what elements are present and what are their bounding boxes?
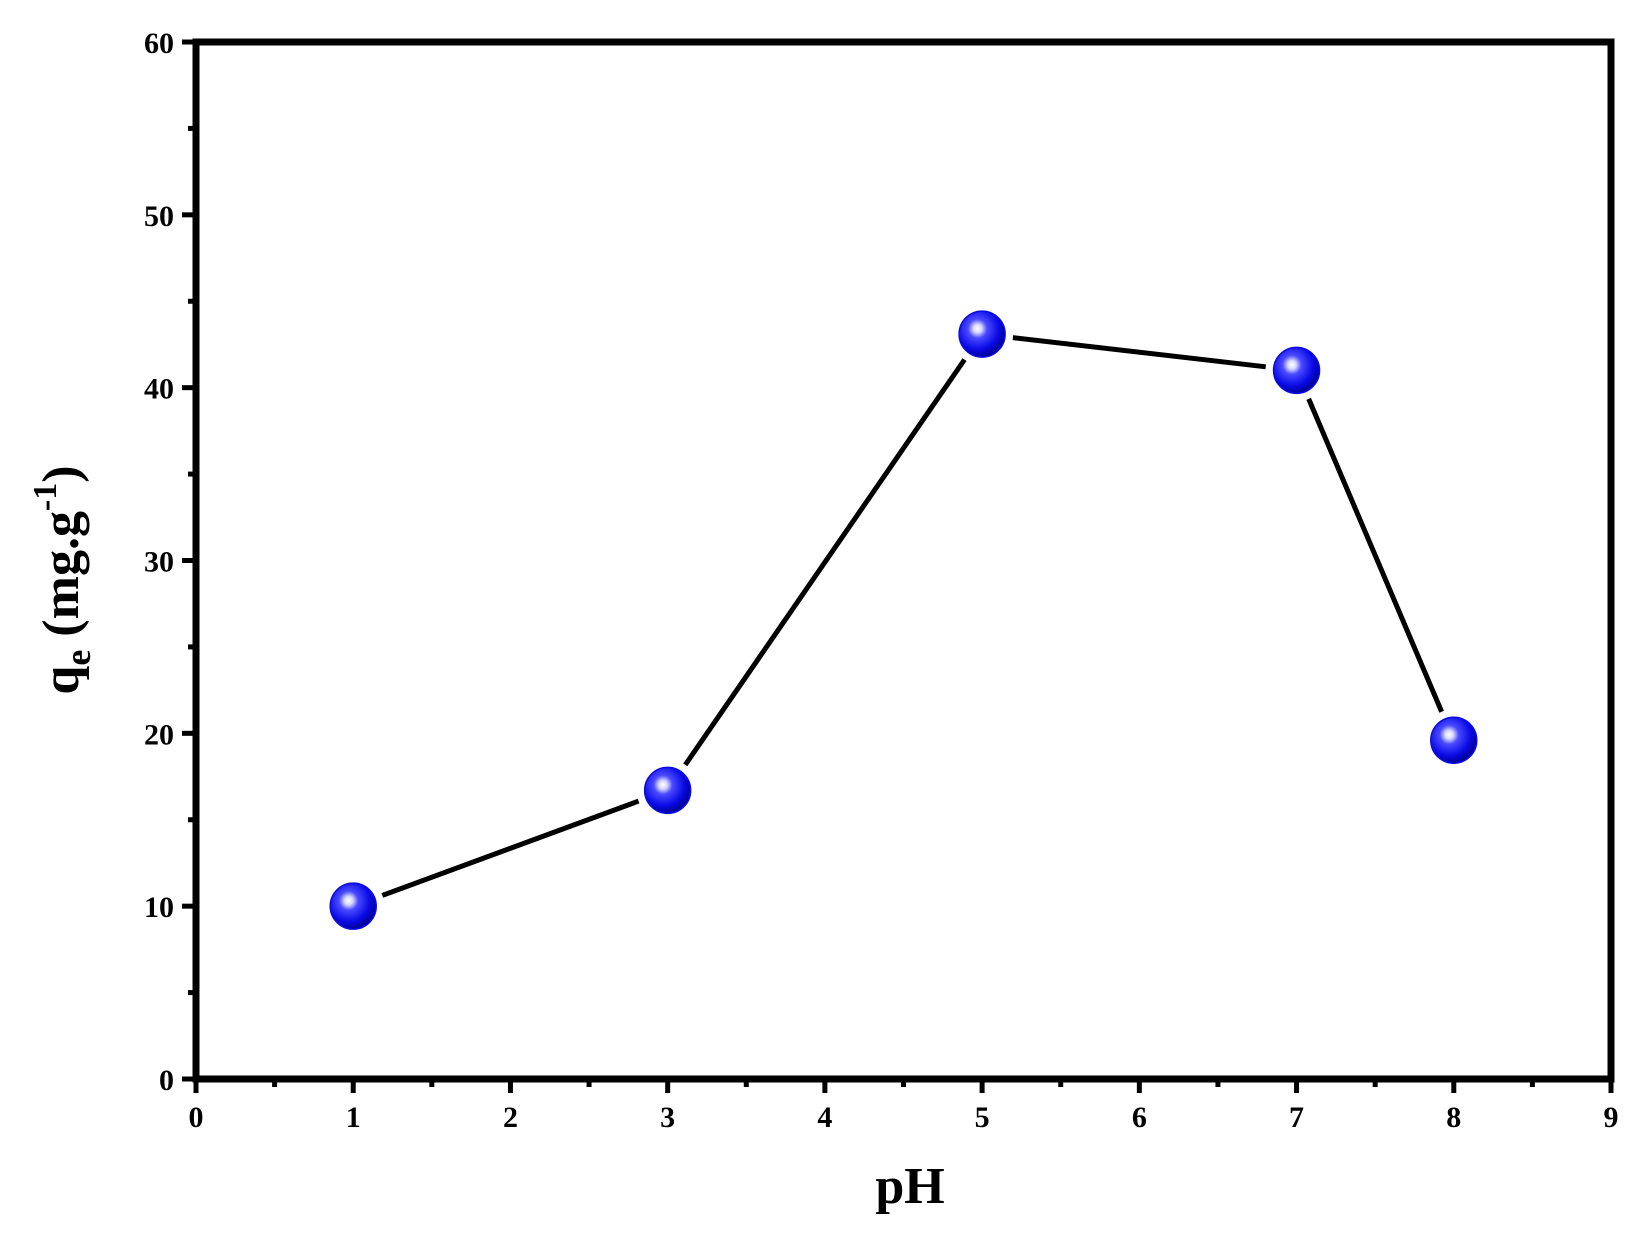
data-point-marker <box>329 882 377 930</box>
x-tick-label: 1 <box>346 1101 361 1134</box>
y-tick-label: 0 <box>159 1064 174 1097</box>
data-point-marker <box>1430 716 1478 764</box>
y-tick-label: 10 <box>144 891 174 924</box>
data-point-marker <box>1272 346 1321 395</box>
y-tick-label: 40 <box>144 373 174 406</box>
y-axis-title: qe (mg.g-1) <box>27 465 98 694</box>
y-axis-title-units-close: ) <box>33 465 90 482</box>
x-tick-label: 8 <box>1446 1101 1461 1134</box>
x-tick-label: 6 <box>1132 1101 1147 1134</box>
y-tick-label: 60 <box>144 27 174 60</box>
x-tick-label: 7 <box>1289 1101 1304 1134</box>
x-axis-title: pH <box>875 1158 944 1215</box>
y-tick-label: 30 <box>144 546 174 579</box>
y-axis-title-subscript: e <box>58 650 98 666</box>
y-axis-title-superscript: -1 <box>27 483 64 511</box>
y-tick-label: 20 <box>144 718 174 751</box>
data-point-marker <box>643 766 692 815</box>
x-tick-label: 4 <box>817 1101 832 1134</box>
series-line-segment <box>1306 397 1444 713</box>
plot-frame <box>192 38 1615 1083</box>
series-line-segment <box>381 798 640 898</box>
y-tick-label: 50 <box>144 200 174 233</box>
plot-layer <box>329 310 1478 930</box>
data-point-marker <box>958 310 1006 358</box>
x-tick-label: 5 <box>975 1101 990 1134</box>
y-axis-title-main: q <box>33 666 90 695</box>
series-line-segment <box>1012 335 1267 370</box>
axis-layer: 0 1 2 3 4 5 6 7 8 9 0 10 20 30 40 50 60 <box>144 27 1619 1134</box>
x-tick-label: 2 <box>503 1101 518 1134</box>
x-tick-label: 0 <box>189 1101 204 1134</box>
x-tick-label: 9 <box>1604 1101 1619 1134</box>
y-axis-title-units: (mg.g <box>33 511 90 650</box>
x-tick-label: 3 <box>660 1101 675 1134</box>
series-line-segment <box>683 358 967 767</box>
